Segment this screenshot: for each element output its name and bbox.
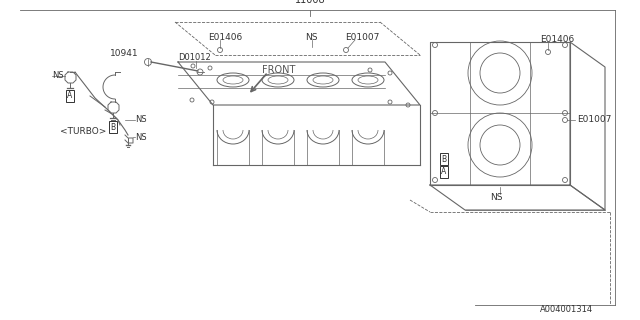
Text: NS: NS [52, 71, 63, 81]
Text: NS: NS [490, 193, 502, 202]
Text: A: A [442, 167, 447, 177]
Text: 10941: 10941 [110, 49, 139, 58]
Text: 11008: 11008 [294, 0, 325, 5]
Text: FRONT: FRONT [262, 65, 296, 75]
Text: E01007: E01007 [345, 33, 380, 42]
Text: E01406: E01406 [540, 36, 574, 44]
Text: B: B [111, 123, 116, 132]
Text: B: B [442, 155, 447, 164]
Text: NS: NS [135, 116, 147, 124]
Text: A: A [67, 92, 72, 100]
Text: A004001314: A004001314 [540, 306, 593, 315]
Text: E01007: E01007 [577, 116, 611, 124]
Text: NS: NS [305, 33, 317, 42]
Text: NS: NS [135, 132, 147, 141]
Text: E01406: E01406 [208, 33, 243, 42]
Text: <TURBO>: <TURBO> [60, 127, 106, 137]
Text: D01012: D01012 [178, 53, 211, 62]
